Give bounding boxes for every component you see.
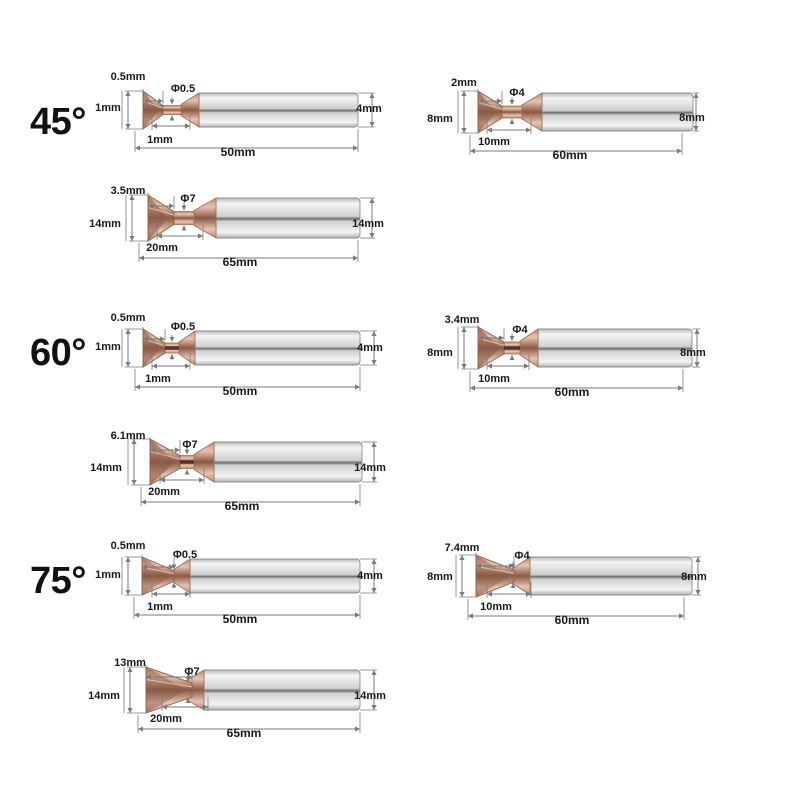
dim-cut-height-45-d05: 1mm [95,102,121,114]
dim-cut-height-60-d4: 8mm [427,347,453,359]
dim-diameter-45-d4: Φ4 [509,87,525,99]
dim-diameter-45-d05: Φ0.5 [170,83,196,95]
tool-75-d7 [145,666,361,714]
dim-flute-length-75-d7: 20mm [150,713,182,725]
dim-flute-length-75-d4: 10mm [480,601,512,613]
dim-flute-length-45-d05: 1mm [147,134,173,146]
dim-total-length-60-d7: 65mm [224,499,260,513]
dim-shank-dia-60-d4: 8mm [680,347,706,359]
angle-label-1: 60° [30,332,86,374]
tool-75-d4 [475,554,693,598]
dim-diameter-75-d4: Φ4 [514,550,530,562]
dim-flute-length-45-d4: 10mm [478,136,510,148]
tool-60-d05 [142,328,361,368]
dim-shank-dia-75-d05: 4mm [357,570,383,582]
dim-diameter-60-d05: Φ0.5 [170,321,196,333]
dim-diameter-75-d7: Φ7 [184,666,200,678]
dim-head-width-45-d4: 2mm [451,77,477,89]
dim-flute-length-60-d7: 20mm [148,486,180,498]
dim-shank-dia-60-d7: 14mm [354,462,386,474]
dim-shank-dia-45-d4: 8mm [679,112,705,124]
dim-total-length-45-d05: 50mm [220,145,256,159]
dim-total-length-60-d05: 50mm [222,384,258,398]
dim-diameter-45-d7: Φ7 [180,193,196,205]
dim-shank-dia-45-d7: 14mm [352,218,384,230]
dim-total-length-45-d4: 60mm [552,148,588,162]
dim-head-width-45-d7: 3.5mm [110,185,146,197]
dim-diameter-60-d4: Φ4 [512,324,528,336]
dim-cut-height-45-d7: 14mm [89,218,121,230]
dim-shank-dia-75-d4: 8mm [681,571,707,583]
angle-label-2: 75° [30,560,86,602]
tool-60-d4 [477,326,693,370]
dim-cut-height-60-d05: 1mm [95,341,121,353]
dim-diameter-75-d05: Φ0.5 [172,549,198,561]
dim-cut-height-45-d4: 8mm [427,113,453,125]
dim-flute-length-45-d7: 20mm [146,242,178,254]
dim-flute-length-60-d4: 10mm [478,373,510,385]
tool-45-d05 [142,90,359,130]
dim-head-width-75-d4: 7.4mm [444,542,480,554]
dim-total-length-75-d05: 50mm [222,612,258,626]
dim-head-width-75-d7: 13mm [114,657,146,669]
dim-head-width-60-d05: 0.5mm [110,312,146,324]
angle-label-0: 45° [30,101,86,143]
dim-shank-dia-60-d05: 4mm [357,342,383,354]
dim-total-length-75-d4: 60mm [554,613,590,627]
dim-cut-height-60-d7: 14mm [90,462,122,474]
dim-total-length-75-d7: 65mm [226,726,262,740]
dim-head-width-45-d05: 0.5mm [110,71,146,83]
dim-flute-length-75-d05: 1mm [147,601,173,613]
dim-head-width-60-d7: 6.1mm [110,430,146,442]
dim-shank-dia-45-d05: 4mm [356,103,382,115]
dim-shank-dia-75-d7: 14mm [354,690,386,702]
dim-diameter-60-d7: Φ7 [182,439,198,451]
dim-cut-height-75-d4: 8mm [427,571,453,583]
dim-cut-height-75-d7: 14mm [88,690,120,702]
dim-head-width-75-d05: 0.5mm [110,540,146,552]
dim-total-length-45-d7: 65mm [222,255,258,269]
dim-flute-length-60-d05: 1mm [145,373,171,385]
dim-head-width-60-d4: 3.4mm [444,314,480,326]
dim-cut-height-75-d05: 1mm [95,569,121,581]
dim-total-length-60-d4: 60mm [554,385,590,399]
tool-75-d05 [141,556,361,596]
